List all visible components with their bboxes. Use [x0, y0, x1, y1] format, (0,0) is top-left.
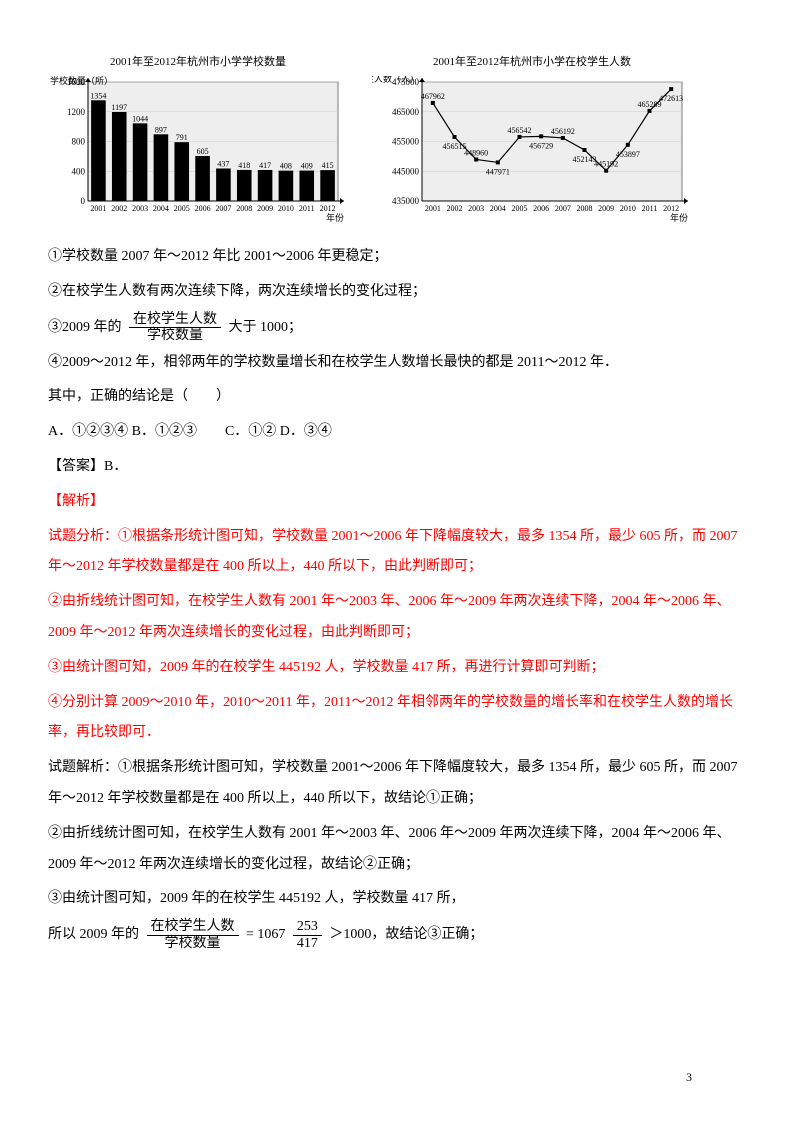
b4-num1: 在校学生人数 [147, 919, 239, 935]
b4-prefix: 所以 2009 年的 [48, 927, 139, 942]
svg-text:456515: 456515 [443, 142, 467, 151]
svg-text:1200: 1200 [67, 107, 86, 117]
page-number: 3 [686, 1064, 692, 1090]
svg-text:472613: 472613 [659, 94, 683, 103]
svg-text:2008: 2008 [236, 204, 252, 213]
b4-num2: 253 [293, 919, 322, 935]
svg-text:2004: 2004 [153, 204, 169, 213]
svg-text:409: 409 [301, 162, 313, 171]
svg-text:1197: 1197 [111, 103, 127, 112]
svg-text:2011: 2011 [642, 204, 658, 213]
bar-chart: 040080012001600学校数量（所）135420011197200210… [48, 76, 348, 226]
svg-text:年份: 年份 [670, 212, 688, 223]
svg-text:415: 415 [322, 161, 334, 170]
svg-text:2001: 2001 [425, 204, 441, 213]
svg-text:1044: 1044 [132, 115, 148, 124]
line-chart-container: 2001年至2012年杭州市小学在校学生人数 435000 445000 45500… [372, 50, 692, 226]
svg-text:456542: 456542 [508, 126, 532, 135]
explain-1: 试题解析：①根据条形统计图可知，学校数量 2001～2006 年下降幅度较大，最… [48, 753, 752, 815]
svg-text:2002: 2002 [447, 204, 463, 213]
svg-text:2008: 2008 [577, 204, 593, 213]
analysis-4: ④分别计算 2009～2010 年，2010～2011 年，2011～2012 … [48, 688, 752, 750]
svg-text:400: 400 [72, 166, 86, 176]
analysis-2: ②由折线统计图可知，在校学生人数有 2001 年～2003 年、2006 年～2… [48, 587, 752, 649]
charts-row: 2001年至2012年杭州市小学学校数量 040080012001600学校数量… [48, 50, 752, 226]
svg-text:2010: 2010 [278, 204, 294, 213]
s3-numerator: 在校学生人数 [129, 312, 221, 328]
svg-text:2005: 2005 [174, 204, 190, 213]
explain-2: ②由折线统计图可知，在校学生人数有 2001 年～2003 年、2006 年～2… [48, 819, 752, 881]
svg-text:1354: 1354 [90, 91, 106, 100]
b4-suffix: ＞1000，故结论③正确； [329, 927, 483, 942]
svg-text:467962: 467962 [421, 92, 445, 101]
chart2-title: 2001年至2012年杭州市小学在校学生人数 [433, 50, 631, 74]
statement-2: ②在校学生人数有两次连续下降，两次连续增长的变化过程； [48, 277, 752, 308]
svg-text:2009: 2009 [598, 204, 614, 213]
answer: 【答案】B． [48, 452, 752, 483]
svg-text:学生人数（人）: 学生人数（人） [372, 76, 419, 84]
explain-4: 所以 2009 年的 在校学生人数 学校数量 = 1067 253 417 ＞1… [48, 919, 752, 951]
svg-text:417: 417 [259, 161, 271, 170]
svg-text:455000: 455000 [392, 137, 420, 147]
b4-fraction1: 在校学生人数 学校数量 [147, 919, 239, 951]
line-chart: 435000445000455000465000475000学生人数（人）467… [372, 76, 692, 226]
svg-text:791: 791 [176, 133, 188, 142]
svg-text:2002: 2002 [111, 204, 127, 213]
svg-text:897: 897 [155, 125, 167, 134]
svg-text:2011: 2011 [299, 204, 315, 213]
svg-text:437: 437 [217, 160, 229, 169]
svg-text:465289: 465289 [638, 100, 662, 109]
svg-text:2007: 2007 [215, 204, 231, 213]
statement-4: ④2009～2012 年，相邻两年的学校数量增长和在校学生人数增长最快的都是 2… [48, 348, 752, 379]
svg-text:2003: 2003 [468, 204, 484, 213]
svg-text:418: 418 [238, 161, 250, 170]
svg-text:2006: 2006 [195, 204, 211, 213]
svg-text:0: 0 [81, 196, 86, 206]
b4-den1: 学校数量 [161, 936, 225, 951]
svg-text:2004: 2004 [490, 204, 506, 213]
chart1-title: 2001年至2012年杭州市小学学校数量 [110, 50, 286, 74]
svg-text:465000: 465000 [392, 107, 420, 117]
s3-prefix: ③2009 年的 [48, 320, 122, 335]
s3-denominator: 学校数量 [143, 328, 207, 343]
svg-text:年份: 年份 [326, 212, 344, 223]
svg-text:453897: 453897 [616, 150, 640, 159]
s3-suffix: 大于 1000； [229, 320, 303, 335]
question-prompt: 其中，正确的结论是（ ） [48, 382, 752, 413]
svg-text:2003: 2003 [132, 204, 148, 213]
explain-3: ③由统计图可知，2009 年的在校学生 445192 人，学校数量 417 所， [48, 884, 752, 915]
svg-text:2010: 2010 [620, 204, 636, 213]
svg-text:435000: 435000 [392, 196, 420, 206]
svg-text:学校数量（所）: 学校数量（所） [50, 76, 113, 86]
svg-text:447971: 447971 [486, 168, 510, 177]
svg-text:2005: 2005 [512, 204, 528, 213]
svg-text:456192: 456192 [551, 127, 575, 136]
bar-chart-container: 2001年至2012年杭州市小学学校数量 040080012001600学校数量… [48, 50, 348, 226]
svg-text:800: 800 [72, 137, 86, 147]
options: A．①②③④ B．①②③ C．①② D．③④ [48, 417, 752, 448]
svg-text:452143: 452143 [573, 155, 597, 164]
analysis-label: 【解析】 [48, 487, 752, 518]
analysis-3: ③由统计图可知，2009 年的在校学生 445192 人，学校数量 417 所，… [48, 653, 752, 684]
s3-fraction: 在校学生人数 学校数量 [129, 312, 221, 344]
svg-text:445192: 445192 [594, 160, 618, 169]
statement-3: ③2009 年的 在校学生人数 学校数量 大于 1000； [48, 312, 752, 344]
svg-text:2012: 2012 [663, 204, 679, 213]
svg-text:2012: 2012 [320, 204, 336, 213]
b4-fraction2: 253 417 [293, 919, 322, 951]
b4-den2: 417 [293, 936, 322, 951]
svg-text:2001: 2001 [90, 204, 106, 213]
analysis-1: 试题分析：①根据条形统计图可知，学校数量 2001～2006 年下降幅度较大，最… [48, 522, 752, 584]
svg-text:448960: 448960 [464, 149, 488, 158]
svg-text:408: 408 [280, 162, 292, 171]
statement-1: ①学校数量 2007 年～2012 年比 2001～2006 年更稳定； [48, 242, 752, 273]
svg-text:605: 605 [197, 147, 209, 156]
b4-mid: = 1067 [246, 927, 285, 942]
svg-text:445000: 445000 [392, 166, 420, 176]
svg-text:2007: 2007 [555, 204, 571, 213]
svg-text:2006: 2006 [533, 204, 549, 213]
svg-text:2009: 2009 [257, 204, 273, 213]
svg-text:456729: 456729 [529, 142, 553, 151]
